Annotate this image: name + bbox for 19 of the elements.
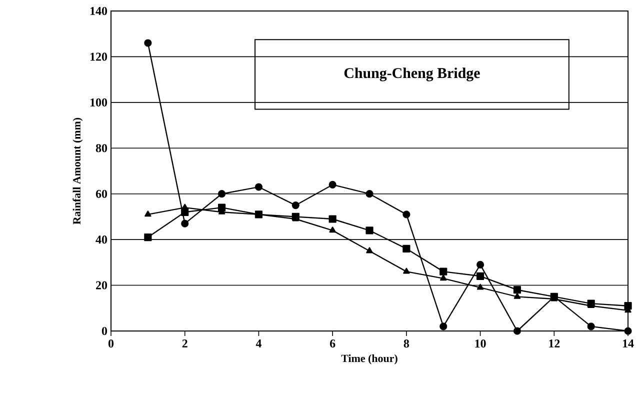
x-tick-label: 6: [330, 340, 336, 348]
x-tick-label: 0: [108, 340, 114, 348]
x-tick-label: 2: [182, 340, 188, 348]
y-tick-label: 20: [96, 281, 108, 290]
y-tick-label: 140: [90, 6, 108, 16]
x-tick-label: 12: [549, 340, 560, 348]
x-axis-title: Time (hour): [341, 354, 398, 364]
x-tick-label: 10: [475, 340, 486, 348]
x-tick-label: 14: [622, 340, 634, 348]
y-tick-label: 60: [96, 190, 108, 198]
y-tick-label: 80: [96, 144, 108, 152]
y-tick-label: 40: [96, 236, 108, 244]
x-tick-label: 4: [256, 340, 262, 348]
y-tick-label: 100: [90, 98, 108, 106]
y-tick-label: 0: [102, 326, 108, 336]
y-tick-label: 120: [90, 52, 108, 61]
x-tick-label: 8: [404, 340, 410, 348]
annotation: Chung-Cheng Bridge: [344, 68, 480, 82]
y-axis-title: Rainfall Amount (mm): [72, 118, 83, 224]
